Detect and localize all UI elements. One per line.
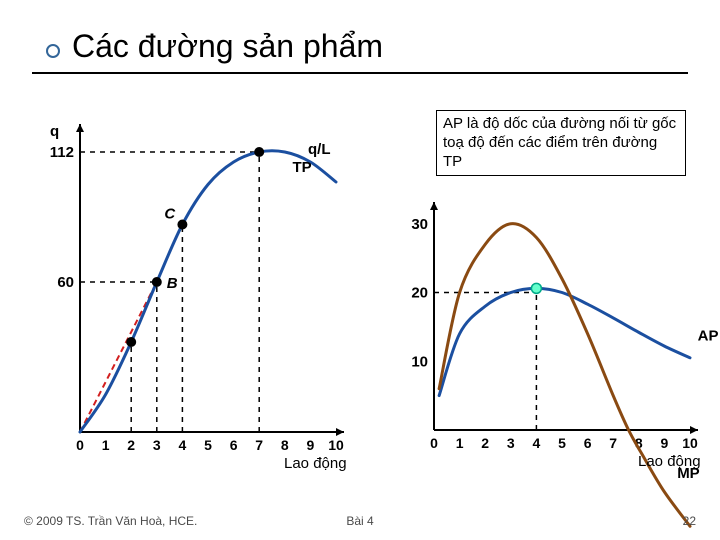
- svg-text:1: 1: [102, 437, 110, 453]
- svg-text:3: 3: [153, 437, 161, 453]
- svg-text:112: 112: [50, 144, 74, 161]
- title-bullet: [46, 44, 60, 58]
- left-chart: 01234567891060112TPBCqq/LLao động: [36, 132, 356, 492]
- svg-text:10: 10: [682, 435, 698, 451]
- svg-text:6: 6: [584, 435, 592, 451]
- svg-text:Lao động: Lao động: [638, 453, 701, 470]
- svg-text:7: 7: [255, 437, 263, 453]
- svg-text:4: 4: [533, 435, 541, 451]
- svg-text:10: 10: [411, 353, 428, 370]
- footer-lesson: Bài 4: [346, 514, 373, 528]
- svg-text:7: 7: [609, 435, 617, 451]
- svg-text:AP: AP: [698, 328, 719, 345]
- svg-text:Lao động: Lao động: [284, 455, 347, 472]
- callout-ap-slope: AP là độ dốc của đường nối từ gốc toạ độ…: [436, 110, 686, 176]
- svg-text:30: 30: [411, 216, 428, 233]
- svg-text:0: 0: [430, 435, 438, 451]
- svg-text:1: 1: [456, 435, 464, 451]
- svg-text:0: 0: [76, 437, 84, 453]
- page-title: Các đường sản phẩm: [72, 28, 383, 65]
- right-chart: 012345678910102030APMPLao động: [400, 210, 716, 510]
- svg-text:5: 5: [204, 437, 212, 453]
- svg-text:60: 60: [57, 274, 74, 291]
- svg-text:20: 20: [411, 285, 428, 302]
- svg-text:8: 8: [281, 437, 289, 453]
- footer-copyright: © 2009 TS. Trần Văn Hoà, HCE.: [24, 514, 197, 528]
- svg-text:10: 10: [328, 437, 344, 453]
- title-underline: [32, 72, 688, 74]
- svg-text:B: B: [167, 275, 178, 292]
- svg-text:TP: TP: [292, 159, 311, 176]
- svg-text:4: 4: [179, 437, 187, 453]
- svg-text:5: 5: [558, 435, 566, 451]
- svg-text:2: 2: [481, 435, 489, 451]
- svg-text:9: 9: [307, 437, 315, 453]
- footer-page-number: 22: [683, 514, 696, 528]
- svg-text:C: C: [164, 206, 176, 223]
- svg-text:q: q: [50, 123, 59, 140]
- svg-text:3: 3: [507, 435, 515, 451]
- svg-text:q/L: q/L: [308, 141, 331, 158]
- svg-text:6: 6: [230, 437, 238, 453]
- callout-text: AP là độ dốc của đường nối từ gốc toạ độ…: [443, 115, 676, 170]
- svg-text:2: 2: [127, 437, 135, 453]
- svg-text:9: 9: [661, 435, 669, 451]
